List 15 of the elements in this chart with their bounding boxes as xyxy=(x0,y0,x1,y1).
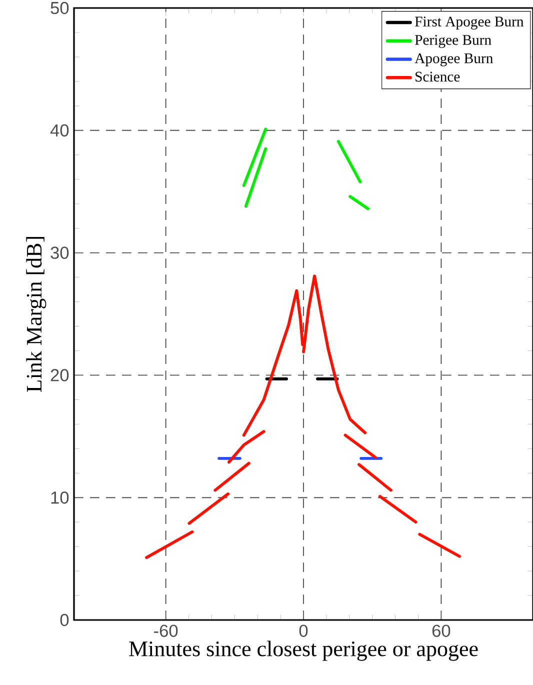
y-tick-label: 50 xyxy=(50,2,69,14)
y-tick-label: 10 xyxy=(51,491,69,504)
y-axis-title: Link Margin [dB] xyxy=(26,237,46,392)
x-tick-label: 0 xyxy=(299,624,308,637)
y-tick-label: 40 xyxy=(50,124,69,137)
x-tick-label: 60 xyxy=(432,624,450,637)
y-tick-label: 0 xyxy=(60,614,69,626)
legend-label: First Apogee Burn xyxy=(415,16,524,30)
y-tick-label: 30 xyxy=(50,246,69,259)
x-tick-label: -60 xyxy=(154,624,178,637)
x-axis-title: Minutes since closest perigee or apogee xyxy=(129,640,478,661)
legend-label: Apogee Burn xyxy=(414,53,493,66)
y-tick-label: 20 xyxy=(50,369,69,382)
legend-label: Perigee Burn xyxy=(415,35,492,48)
legend-label: Science xyxy=(416,72,460,82)
